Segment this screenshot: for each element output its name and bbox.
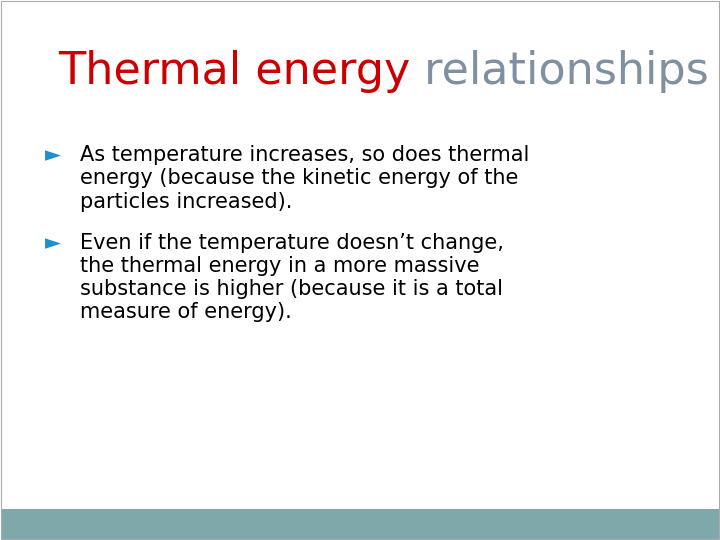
Text: ►: ► — [45, 233, 61, 253]
Text: Thermal energy: Thermal energy — [58, 50, 410, 93]
Text: ►: ► — [45, 145, 61, 165]
Text: substance is higher (because it is a total: substance is higher (because it is a tot… — [80, 279, 503, 299]
Bar — [1, 509, 719, 539]
Text: energy (because the kinetic energy of the: energy (because the kinetic energy of th… — [80, 168, 518, 188]
Text: relationships: relationships — [410, 50, 709, 93]
Text: As temperature increases, so does thermal: As temperature increases, so does therma… — [80, 145, 529, 165]
Text: particles increased).: particles increased). — [80, 192, 292, 212]
Text: Even if the temperature doesn’t change,: Even if the temperature doesn’t change, — [80, 233, 504, 253]
Text: the thermal energy in a more massive: the thermal energy in a more massive — [80, 256, 480, 276]
Text: measure of energy).: measure of energy). — [80, 302, 292, 322]
